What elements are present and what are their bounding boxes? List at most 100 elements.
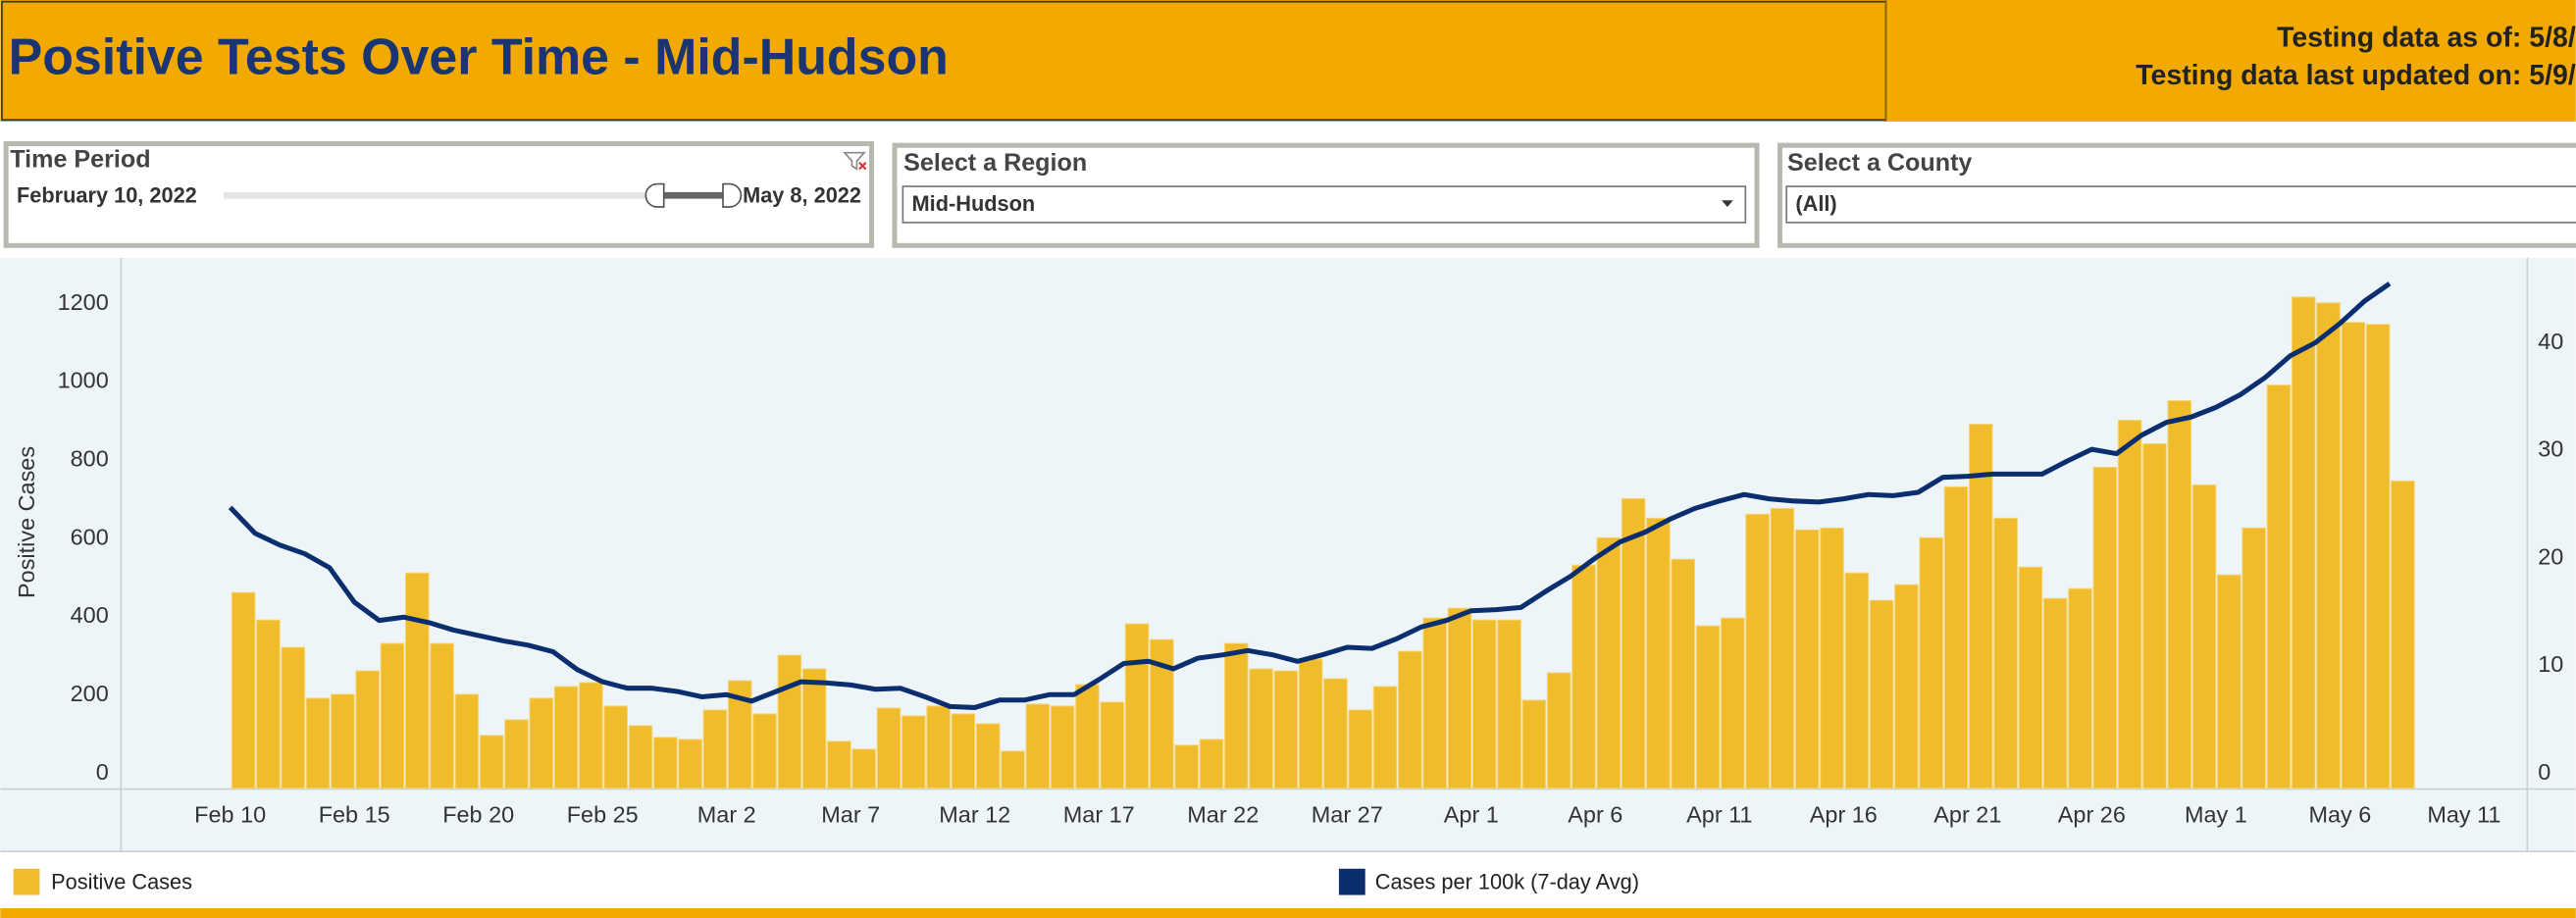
region-dropdown[interactable] — [902, 185, 1747, 224]
bar — [1546, 672, 1571, 790]
dropdown-arrow — [1722, 200, 1733, 207]
bar — [1596, 536, 1622, 790]
bar — [1844, 572, 1870, 790]
bar — [1794, 529, 1820, 790]
bar — [2042, 597, 2068, 790]
y2-tick-label: 20 — [2538, 543, 2563, 569]
bar — [1720, 617, 1745, 790]
bar — [1943, 485, 1969, 790]
bar — [305, 697, 331, 790]
bar — [975, 723, 1001, 790]
x-tick-label: Mar 27 — [1312, 801, 1383, 827]
bar — [2241, 527, 2266, 790]
header-title: Positive Tests Over Time - Mid-Hudson — [9, 28, 949, 85]
y-tick-label: 800 — [71, 446, 109, 472]
bar — [2341, 322, 2366, 790]
slider-handle[interactable] — [722, 182, 743, 208]
range-start: February 10, 2022 — [17, 183, 197, 208]
filter-label: Select a County — [1787, 149, 1972, 177]
x-tick-label: Mar 12 — [939, 801, 1010, 827]
bar — [2117, 420, 2142, 790]
bar — [1521, 699, 1547, 790]
bar — [1894, 584, 1919, 790]
bar — [231, 591, 256, 790]
bar — [281, 646, 306, 790]
bar — [1621, 497, 1646, 790]
bar — [1869, 599, 1894, 790]
bar — [1372, 686, 1398, 790]
bar — [1646, 517, 1671, 790]
bar — [2068, 587, 2092, 790]
bar — [951, 713, 976, 790]
updated: Testing data last updated on: 5/9/ — [2136, 60, 2576, 91]
filter-label: Select a Region — [903, 149, 1087, 177]
slider-handle[interactable] — [644, 182, 665, 208]
bar — [1348, 709, 1373, 790]
header-band — [0, 0, 2576, 122]
bar — [926, 705, 951, 790]
legend-label: Positive Cases — [51, 870, 192, 894]
bar — [1745, 513, 1770, 790]
y-tick-label: 600 — [71, 524, 109, 549]
bar — [727, 680, 752, 790]
bar — [2142, 442, 2167, 790]
bar — [1298, 658, 1323, 790]
bar — [2167, 400, 2192, 790]
x-tick-label: Feb 20 — [442, 801, 514, 827]
bar — [902, 715, 926, 790]
clear-x — [858, 161, 867, 171]
bar — [2018, 566, 2043, 790]
x-tick-label: Apr 6 — [1568, 801, 1623, 827]
bar — [603, 705, 629, 790]
range-end: May 8, 2022 — [743, 183, 861, 208]
x-tick-label: Apr 16 — [1810, 801, 1878, 827]
x-tick-label: Feb 15 — [319, 801, 390, 827]
bar — [1100, 701, 1125, 790]
x-tick-label: May 6 — [2308, 801, 2371, 827]
y-tick-label: 1000 — [58, 368, 109, 393]
y-tick-label: 0 — [96, 759, 109, 785]
bar — [2217, 574, 2241, 790]
bar — [1497, 619, 1521, 790]
x-tick-label: May 11 — [2427, 801, 2500, 827]
x-tick-label: Mar 7 — [821, 801, 880, 827]
county-value: (All) — [1795, 191, 1836, 216]
bar — [1001, 750, 1025, 790]
bar — [777, 654, 802, 790]
bar — [2191, 484, 2217, 790]
as-of: Testing data as of: 5/8/ — [2277, 23, 2576, 54]
y-tick-label: 200 — [71, 681, 109, 706]
bar — [1571, 564, 1596, 790]
bar — [1199, 739, 1224, 790]
filter-label: Time Period — [10, 146, 150, 174]
bar — [1223, 642, 1249, 790]
bar — [801, 668, 827, 790]
bar — [1969, 424, 1993, 790]
bar — [1323, 678, 1348, 790]
x-tick-label: Feb 25 — [567, 801, 639, 827]
clear-filter-icon[interactable] — [843, 151, 866, 172]
bar — [1447, 607, 1472, 790]
bar — [454, 693, 480, 790]
x-tick-label: Apr 11 — [1686, 801, 1752, 827]
line — [228, 281, 2392, 710]
x-tick-label: Mar 2 — [697, 801, 756, 827]
bar — [1919, 536, 1944, 790]
footer-band — [0, 907, 2576, 918]
bar — [678, 739, 702, 790]
x-tick-label: Apr 21 — [1933, 801, 2001, 827]
x-tick-label: Mar 17 — [1063, 801, 1135, 827]
bar — [1050, 705, 1075, 790]
bar — [2316, 302, 2341, 790]
county-dropdown[interactable] — [1785, 185, 2576, 224]
bar — [652, 737, 678, 790]
legend-label: Cases per 100k (7-day Avg) — [1375, 870, 1639, 894]
y-axis-title: Positive Cases — [14, 446, 39, 598]
bar — [827, 740, 851, 790]
bar — [876, 707, 902, 790]
bar — [579, 682, 603, 790]
x-tick-label: Feb 10 — [194, 801, 266, 827]
x-tick-label: Apr 1 — [1444, 801, 1499, 827]
